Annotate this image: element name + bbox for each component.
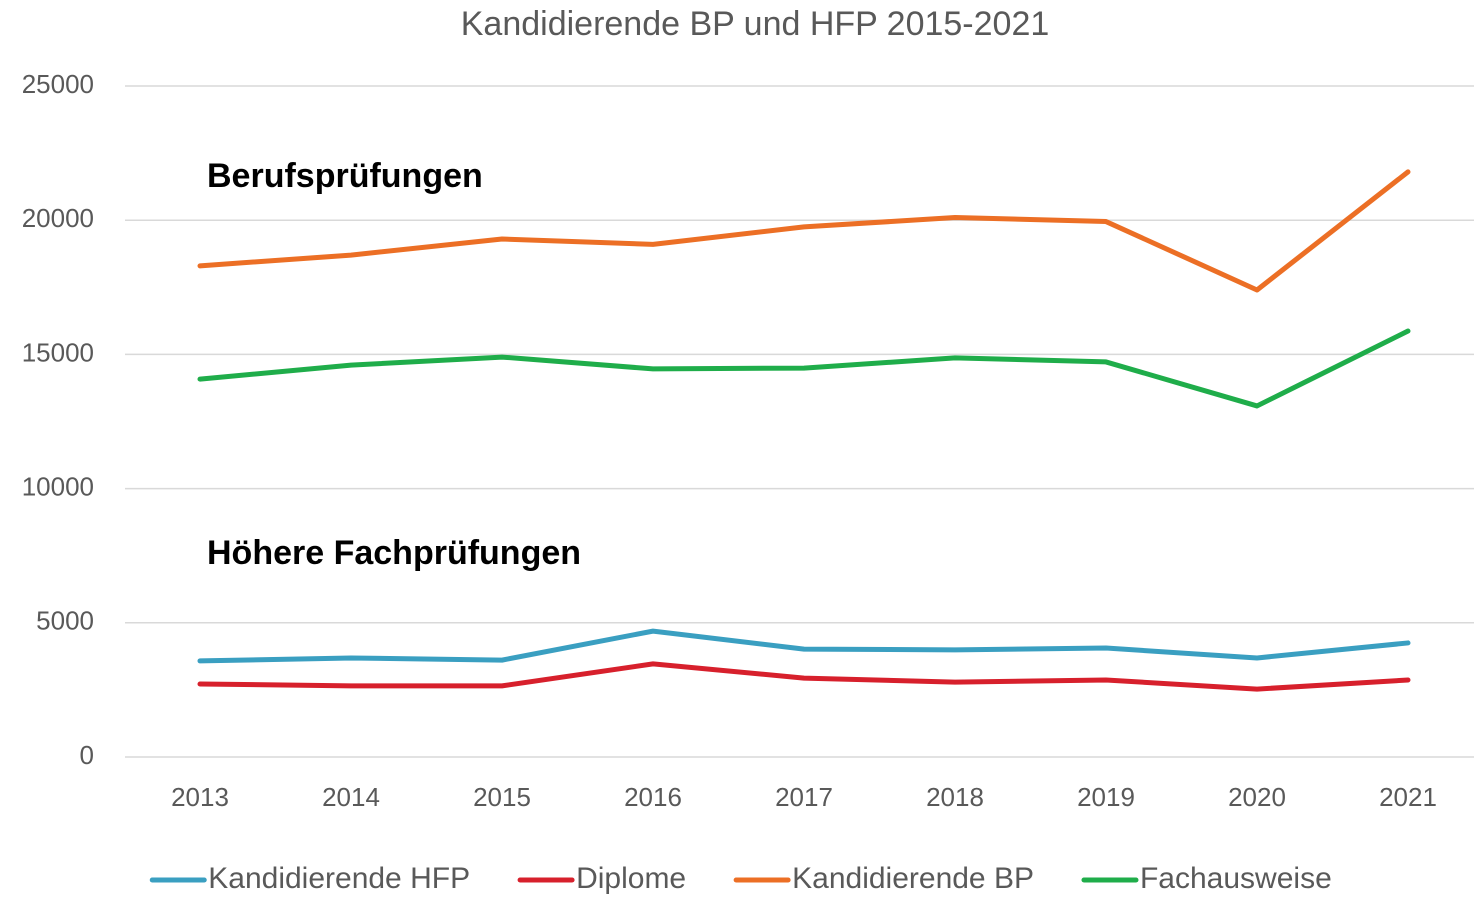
x-tick-label: 2018 [926,782,984,812]
annotation: Höhere Fachprüfungen [207,534,581,572]
y-tick-label: 25000 [22,69,94,99]
legend-label: Kandidierende BP [792,862,1034,895]
x-tick-label: 2021 [1379,782,1437,812]
series-line [197,328,1411,409]
x-tick-label: 2016 [624,782,682,812]
series-line [197,661,1411,692]
legend-label: Fachausweise [1140,862,1332,895]
y-tick-label: 15000 [22,337,94,367]
annotation: Berufsprüfungen [207,157,483,195]
y-tick-label: 5000 [36,606,94,636]
x-tick-label: 2020 [1228,782,1286,812]
legend-label: Kandidierende HFP [208,862,470,895]
x-tick-label: 2019 [1077,782,1135,812]
x-tick-label: 2014 [322,782,380,812]
y-tick-label: 20000 [22,203,94,233]
chart-title: Kandidierende BP und HFP 2015-2021 [461,5,1050,43]
y-tick-label: 0 [80,740,94,770]
x-tick-label: 2013 [171,782,229,812]
x-tick-label: 2015 [473,782,531,812]
series-line [197,628,1411,664]
y-tick-label: 10000 [22,471,94,501]
x-tick-label: 2017 [775,782,833,812]
legend-label: Diplome [576,862,686,895]
series-line [197,169,1411,293]
